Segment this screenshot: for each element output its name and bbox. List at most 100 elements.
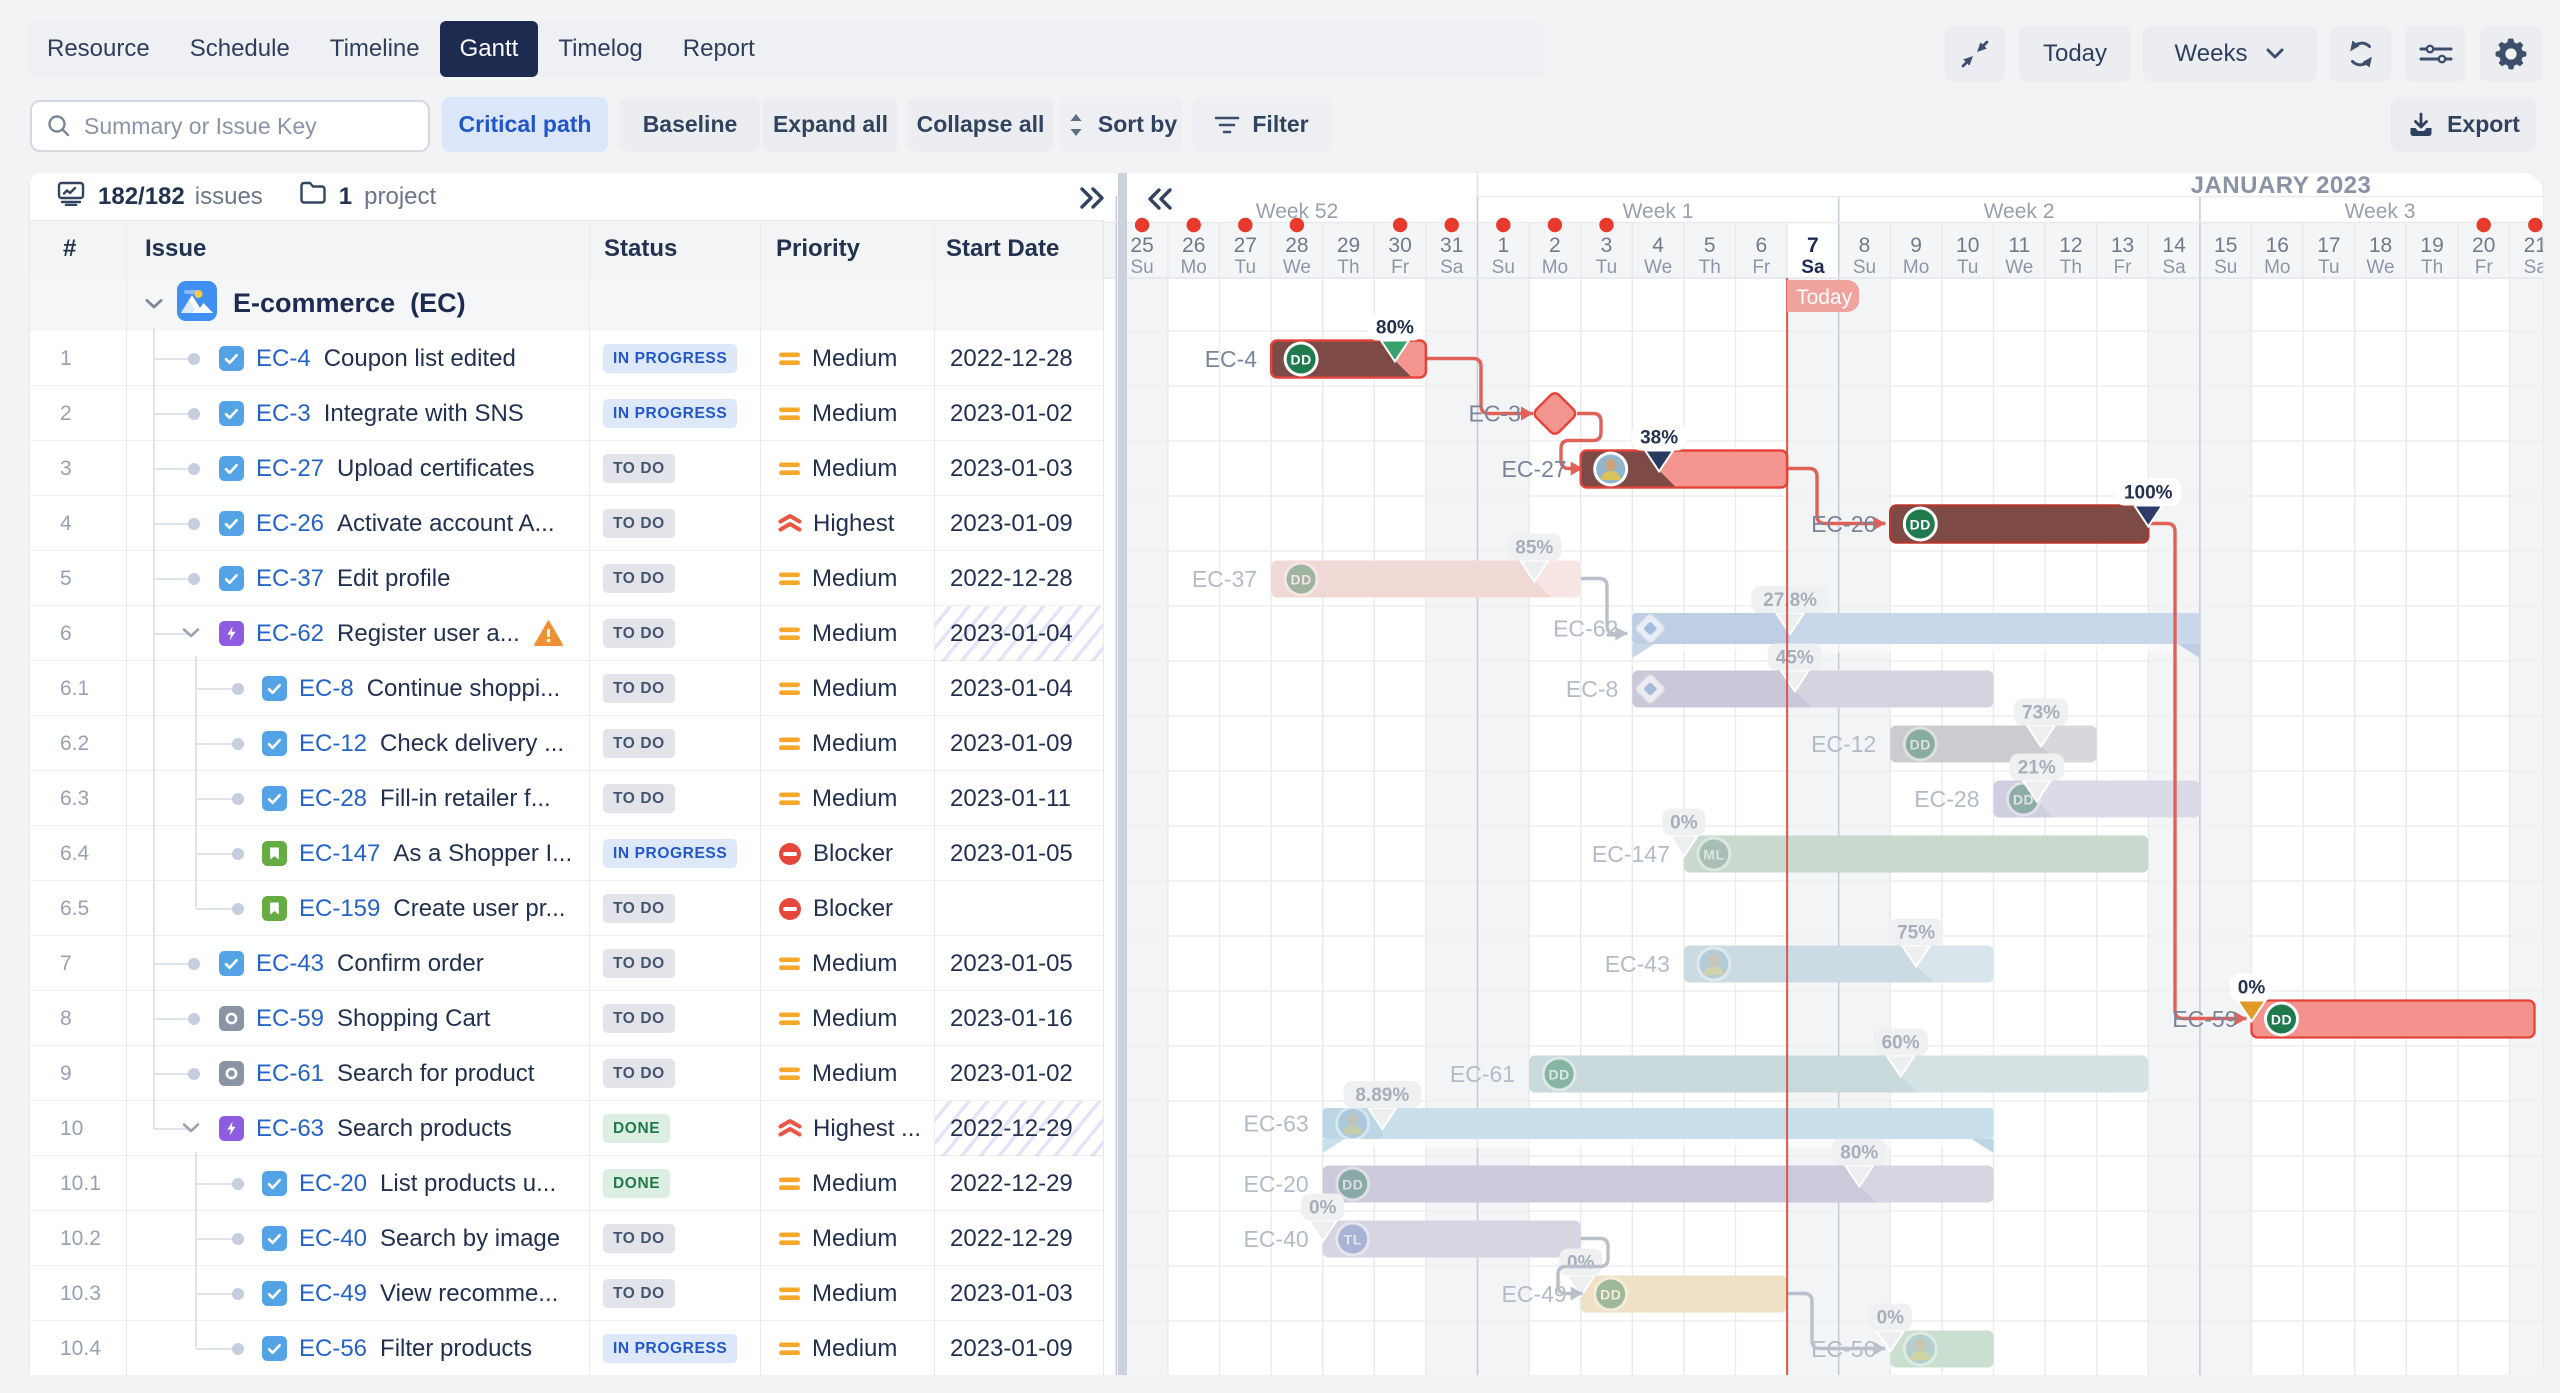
svg-text:Su: Su — [1130, 257, 1153, 278]
svg-text:ML: ML — [1703, 847, 1724, 863]
svg-text:DD: DD — [1342, 1177, 1363, 1193]
svg-text:We: We — [1283, 257, 1311, 278]
svg-text:20: 20 — [2472, 234, 2495, 257]
svg-text:DD: DD — [1290, 572, 1311, 588]
svg-text:EC-59: EC-59 — [2172, 1006, 2237, 1032]
svg-text:16: 16 — [2266, 234, 2289, 257]
svg-text:EC-26: EC-26 — [1811, 511, 1876, 537]
svg-text:Mo: Mo — [1903, 257, 1929, 278]
svg-text:0%: 0% — [2238, 978, 2266, 999]
svg-text:EC-37: EC-37 — [1192, 566, 1257, 592]
svg-text:Fr: Fr — [2475, 257, 2494, 278]
svg-text:EC-4: EC-4 — [1205, 346, 1258, 372]
svg-text:0%: 0% — [1309, 1198, 1337, 1219]
svg-text:31: 31 — [1440, 234, 1463, 257]
svg-text:7: 7 — [1807, 234, 1819, 257]
svg-text:DD: DD — [1548, 1067, 1569, 1083]
svg-text:4: 4 — [1652, 234, 1664, 257]
svg-text:Fr: Fr — [2114, 257, 2133, 278]
svg-text:We: We — [2366, 257, 2394, 278]
svg-text:21%: 21% — [2018, 758, 2056, 779]
svg-text:Mo: Mo — [1180, 257, 1206, 278]
svg-text:5: 5 — [1704, 234, 1716, 257]
svg-text:Su: Su — [2214, 257, 2237, 278]
svg-text:Tu: Tu — [1596, 257, 1617, 278]
svg-text:26: 26 — [1182, 234, 1205, 257]
svg-text:0%: 0% — [1670, 813, 1698, 834]
svg-text:Mo: Mo — [1542, 257, 1568, 278]
svg-text:EC-12: EC-12 — [1811, 731, 1876, 757]
svg-text:TL: TL — [1344, 1232, 1362, 1248]
svg-text:We: We — [1644, 257, 1672, 278]
svg-text:28: 28 — [1285, 234, 1308, 257]
svg-text:EC-147: EC-147 — [1592, 841, 1670, 867]
svg-text:12: 12 — [2059, 234, 2082, 257]
svg-text:17: 17 — [2317, 234, 2340, 257]
svg-text:8: 8 — [1859, 234, 1871, 257]
svg-text:19: 19 — [2420, 234, 2443, 257]
svg-text:Th: Th — [1699, 257, 1721, 278]
svg-text:9: 9 — [1910, 234, 1922, 257]
svg-text:Week 2: Week 2 — [1984, 200, 2055, 223]
svg-text:45%: 45% — [1776, 648, 1814, 669]
svg-text:15: 15 — [2214, 234, 2237, 257]
svg-text:Tu: Tu — [1235, 257, 1256, 278]
svg-text:Sa: Sa — [1440, 257, 1464, 278]
svg-text:DD: DD — [1910, 737, 1931, 753]
svg-text:25: 25 — [1130, 234, 1153, 257]
svg-text:EC-40: EC-40 — [1243, 1226, 1308, 1252]
svg-text:30: 30 — [1388, 234, 1411, 257]
svg-text:Fr: Fr — [1391, 257, 1410, 278]
svg-text:DD: DD — [1600, 1287, 1621, 1303]
svg-text:38%: 38% — [1640, 428, 1678, 449]
svg-text:Th: Th — [2421, 257, 2443, 278]
svg-text:DD: DD — [2013, 792, 2034, 808]
svg-text:We: We — [2005, 257, 2033, 278]
svg-text:0%: 0% — [1567, 1253, 1595, 1274]
svg-text:75%: 75% — [1897, 923, 1935, 944]
svg-text:80%: 80% — [1840, 1143, 1878, 1164]
svg-text:11: 11 — [2008, 234, 2030, 257]
svg-text:29: 29 — [1337, 234, 1360, 257]
svg-text:EC-20: EC-20 — [1243, 1171, 1308, 1197]
svg-text:18: 18 — [2369, 234, 2392, 257]
svg-text:EC-27: EC-27 — [1501, 456, 1566, 482]
svg-text:2: 2 — [1549, 234, 1561, 257]
svg-text:14: 14 — [2162, 234, 2186, 257]
svg-text:0%: 0% — [1877, 1308, 1905, 1329]
svg-text:Tu: Tu — [1957, 257, 1978, 278]
svg-text:Sa: Sa — [2162, 257, 2186, 278]
svg-text:JANUARY 2023: JANUARY 2023 — [2191, 173, 2372, 199]
svg-text:8.89%: 8.89% — [1355, 1085, 1409, 1106]
svg-text:EC-63: EC-63 — [1243, 1111, 1308, 1137]
svg-text:DD: DD — [1290, 352, 1311, 368]
svg-text:Th: Th — [1337, 257, 1359, 278]
svg-text:EC-8: EC-8 — [1566, 676, 1618, 702]
svg-text:DD: DD — [2271, 1012, 2292, 1028]
svg-text:EC-43: EC-43 — [1605, 951, 1670, 977]
svg-text:60%: 60% — [1882, 1033, 1920, 1054]
svg-text:73%: 73% — [2022, 703, 2060, 724]
svg-text:6: 6 — [1755, 234, 1767, 257]
svg-text:10: 10 — [1956, 234, 1979, 257]
svg-text:85%: 85% — [1515, 538, 1553, 559]
svg-text:Week 3: Week 3 — [2345, 200, 2416, 223]
svg-text:100%: 100% — [2124, 483, 2173, 504]
svg-text:13: 13 — [2111, 234, 2134, 257]
svg-text:Th: Th — [2060, 257, 2082, 278]
svg-text:Week 52: Week 52 — [1256, 200, 1339, 223]
svg-text:Fr: Fr — [1752, 257, 1771, 278]
svg-text:Mo: Mo — [2264, 257, 2290, 278]
svg-text:80%: 80% — [1376, 318, 1414, 339]
svg-text:27: 27 — [1234, 234, 1257, 257]
svg-text:Week 1: Week 1 — [1623, 200, 1694, 223]
svg-text:27.8%: 27.8% — [1763, 590, 1817, 611]
svg-text:DD: DD — [1910, 517, 1931, 533]
svg-text:21: 21 — [2524, 234, 2543, 257]
svg-text:Today: Today — [1796, 286, 1853, 309]
svg-text:EC-61: EC-61 — [1450, 1061, 1515, 1087]
svg-text:Su: Su — [1853, 257, 1876, 278]
svg-text:Tu: Tu — [2318, 257, 2339, 278]
svg-text:Su: Su — [1492, 257, 1515, 278]
svg-text:1: 1 — [1497, 234, 1509, 257]
